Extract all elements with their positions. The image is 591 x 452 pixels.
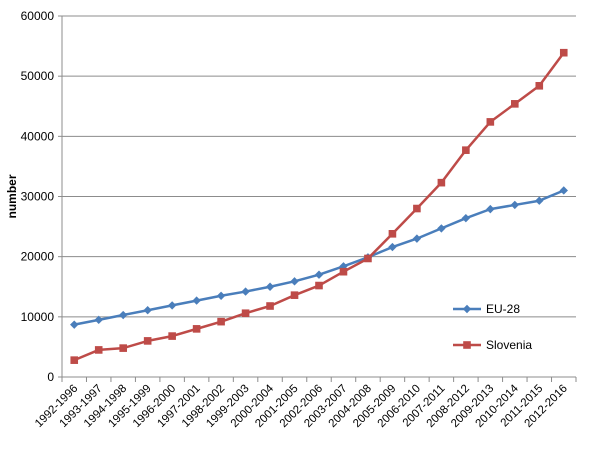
legend-item: Slovenia bbox=[453, 338, 532, 352]
data-point bbox=[192, 296, 201, 305]
data-point bbox=[70, 356, 79, 364]
data-point bbox=[167, 301, 177, 310]
data-point bbox=[437, 224, 446, 233]
y-tick-label: 10000 bbox=[21, 310, 55, 324]
data-point bbox=[118, 310, 128, 320]
y-axis-label: number bbox=[5, 174, 19, 218]
data-point bbox=[290, 277, 299, 286]
legend-marker bbox=[462, 304, 472, 314]
legend-marker bbox=[463, 341, 471, 349]
data-point bbox=[388, 242, 397, 252]
data-point bbox=[413, 204, 421, 213]
data-point bbox=[241, 287, 250, 296]
legend-label: Slovenia bbox=[486, 338, 532, 352]
data-point bbox=[511, 100, 519, 108]
data-point bbox=[535, 81, 544, 90]
data-point bbox=[461, 213, 471, 223]
data-point bbox=[559, 48, 568, 57]
y-tick-label: 40000 bbox=[21, 129, 55, 143]
legend-item: EU-28 bbox=[453, 302, 520, 316]
y-tick-label: 20000 bbox=[21, 250, 55, 264]
y-tick-label: 50000 bbox=[21, 69, 55, 83]
axes bbox=[61, 16, 576, 378]
data-point bbox=[364, 254, 372, 263]
data-point bbox=[217, 317, 225, 326]
data-point bbox=[314, 270, 324, 279]
series-slovenia bbox=[70, 48, 568, 364]
data-point bbox=[70, 320, 79, 329]
x-axis-ticks: 1992-19961993-19971994-19981995-19991996… bbox=[33, 377, 577, 430]
data-point bbox=[94, 315, 103, 325]
data-point bbox=[241, 309, 250, 318]
data-point bbox=[437, 178, 446, 187]
data-point bbox=[388, 230, 397, 238]
data-point bbox=[559, 186, 568, 195]
legend: EU-28 Slovenia bbox=[453, 302, 532, 352]
data-point bbox=[265, 282, 275, 291]
data-point bbox=[535, 196, 544, 205]
data-point bbox=[462, 146, 470, 154]
y-axis-ticks: 0 10000 20000 30000 40000 50000 60000 bbox=[21, 9, 62, 384]
gridlines bbox=[62, 15, 576, 318]
data-point bbox=[339, 267, 348, 276]
data-point bbox=[266, 302, 274, 310]
data-point bbox=[168, 332, 176, 340]
y-tick-label: 0 bbox=[47, 370, 54, 384]
data-point bbox=[290, 291, 299, 299]
series-lines bbox=[70, 48, 568, 364]
data-point bbox=[510, 200, 520, 210]
data-point bbox=[216, 291, 226, 300]
data-point bbox=[315, 281, 323, 290]
data-point bbox=[486, 204, 495, 214]
data-point bbox=[412, 234, 422, 243]
data-point bbox=[143, 306, 152, 315]
y-tick-label: 30000 bbox=[21, 190, 55, 204]
data-point bbox=[192, 325, 201, 333]
data-point bbox=[119, 344, 127, 352]
legend-label: EU-28 bbox=[486, 302, 520, 316]
y-tick-label: 60000 bbox=[21, 9, 55, 23]
data-point bbox=[143, 337, 152, 345]
data-point bbox=[94, 346, 103, 354]
data-point bbox=[486, 118, 495, 126]
